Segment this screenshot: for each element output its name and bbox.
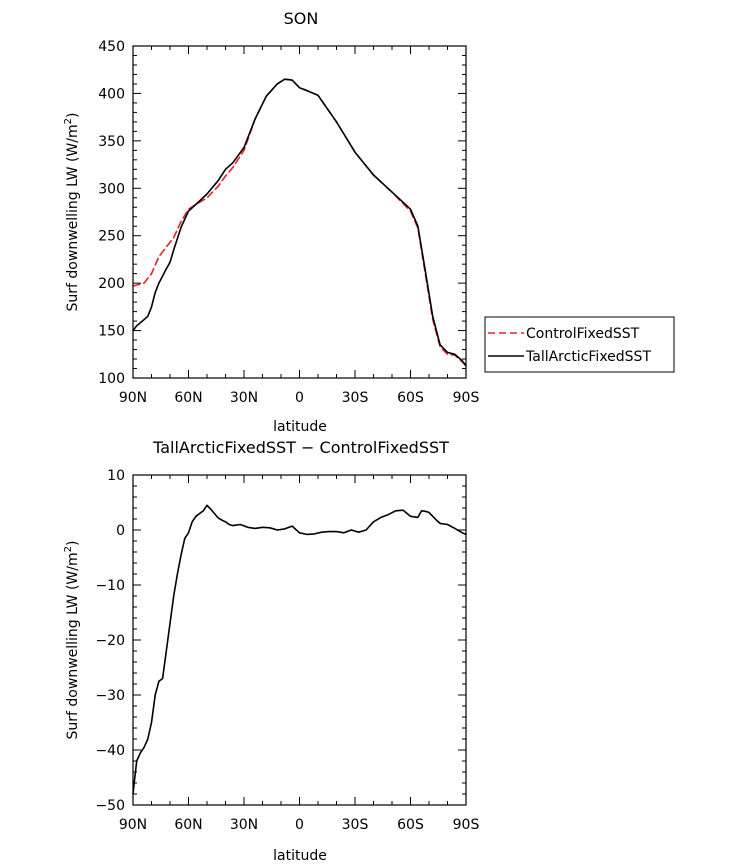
bottom-y-tick-label: −50 [95, 798, 125, 814]
top-y-tick-label: 200 [98, 276, 125, 292]
bottom-y-tick-label: −10 [95, 578, 125, 594]
bottom-x-tick-label: 90N [119, 817, 147, 833]
top-x-tick-label: 90N [119, 390, 147, 406]
top-x-tick-label: 60S [397, 390, 424, 406]
top-x-tick-label: 90S [453, 390, 480, 406]
bottom-ticks: −50 −40 −30 −20 −10 0 10 90N 60N 30N 0 30S 60S 90S [95, 468, 479, 833]
legend-box [484, 316, 675, 373]
bottom-x-tick-label: 60S [397, 817, 424, 833]
bottom-x-tick-label: 90S [453, 817, 480, 833]
legend: ControlFixedSST TallArcticFixedSST [484, 316, 675, 373]
bottom-y-tick-label: −30 [95, 688, 125, 704]
top-x-axis-label: latitude [273, 419, 327, 435]
top-x-tick-label: 60N [174, 390, 202, 406]
bottom-y-tick-label: −20 [95, 633, 125, 649]
top-plot-frame [132, 45, 467, 379]
top-series-group [132, 78, 467, 367]
top-y-axis-label: Surf downwelling LW (W/m2) [63, 113, 81, 312]
bottom-panel: TallArcticFixedSST − ControlFixedSST −50… [63, 438, 479, 864]
top-x-tick-label: 30N [230, 390, 258, 406]
top-panel: SON 100 150 200 250 300 350 400 450 90N 60N 30N 0 30… [63, 9, 675, 435]
bottom-y-axis-label: Surf downwelling LW (W/m2) [63, 541, 81, 740]
top-ticks: 100 150 200 250 300 350 400 450 90N 60N 30N 0 30S 60S… [98, 39, 479, 406]
legend-label-tallarctic: TallArcticFixedSST [525, 349, 651, 365]
bottom-x-tick-label: 0 [295, 817, 304, 833]
bottom-series-group [132, 504, 467, 795]
bottom-chart-title: TallArcticFixedSST − ControlFixedSST [152, 438, 449, 457]
legend-label-control: ControlFixedSST [526, 326, 640, 342]
bottom-y-tick-label: −40 [95, 743, 125, 759]
bottom-series-line-difference [132, 504, 467, 795]
top-y-tick-label: 400 [98, 86, 125, 102]
top-y-tick-label: 250 [98, 229, 125, 245]
bottom-x-tick-label: 60N [174, 817, 202, 833]
top-y-tick-label: 350 [98, 134, 125, 150]
top-x-tick-label: 30S [342, 390, 369, 406]
top-y-tick-label: 450 [98, 39, 125, 55]
top-chart-title: SON [284, 9, 319, 28]
top-y-tick-label: 300 [98, 181, 125, 197]
top-y-tick-label: 150 [98, 324, 125, 340]
bottom-y-tick-label: 10 [107, 468, 125, 484]
bottom-x-axis-label: latitude [273, 848, 327, 864]
top-y-tick-label: 100 [98, 371, 125, 387]
top-x-tick-label: 0 [295, 390, 304, 406]
bottom-x-tick-label: 30S [342, 817, 369, 833]
top-series-line-tallarcticfixedsst [132, 78, 467, 367]
bottom-y-tick-label: 0 [116, 523, 125, 539]
bottom-plot-frame [132, 474, 467, 806]
bottom-x-tick-label: 30N [230, 817, 258, 833]
